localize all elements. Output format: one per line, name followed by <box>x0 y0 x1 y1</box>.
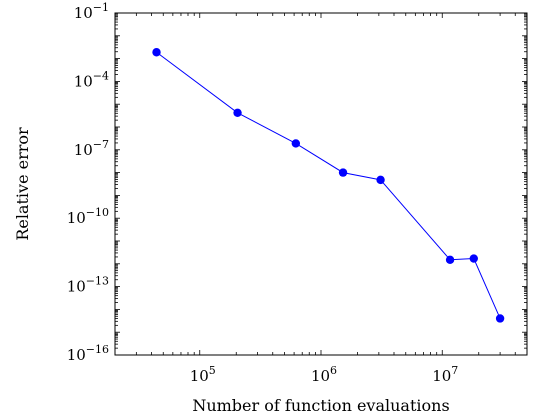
data-point <box>152 48 161 57</box>
data-point <box>376 175 385 185</box>
y-tick-label: 10−7 <box>74 138 109 159</box>
axis-layer: 10−1 10−4 10−7 10−10 10−13 10−16 105 106 107 <box>67 1 528 385</box>
plot-frame <box>114 12 528 356</box>
x-tick-label: 106 <box>311 364 337 385</box>
data-point <box>338 168 348 177</box>
data-point <box>233 108 242 117</box>
data-point <box>445 255 455 264</box>
series-line <box>156 51 501 319</box>
y-tick-label: 10−16 <box>67 343 109 364</box>
y-tick-label: 10−1 <box>74 1 109 22</box>
data-point <box>469 254 478 263</box>
plot-layer <box>152 48 505 323</box>
y-axis-label: Relative error <box>13 127 32 241</box>
x-tick-label: 107 <box>432 364 458 385</box>
data-point <box>291 139 301 148</box>
data-point <box>495 314 505 323</box>
y-tick-label: 10−10 <box>67 206 109 227</box>
y-tick-label: 10−4 <box>74 69 109 90</box>
y-tick-label: 10−13 <box>67 275 109 296</box>
x-axis-label: Number of function evaluations <box>192 396 449 415</box>
x-tick-label: 105 <box>190 364 216 385</box>
